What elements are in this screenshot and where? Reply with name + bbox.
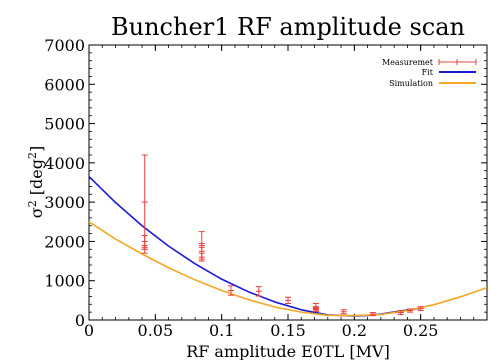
y-tick-label: 5000: [44, 115, 85, 134]
y-tick-labels: 0 1000 2000 3000 4000 5000 6000 7000: [44, 36, 85, 330]
x-tick-labels: 0 0.05 0.1 0.15 0.2 0.25: [84, 321, 439, 340]
measurement-point: [312, 307, 319, 312]
measurement-point: [397, 310, 404, 315]
y-axis-label-close: ]: [27, 146, 46, 152]
y-tick-label: 6000: [44, 75, 85, 94]
y-tick-label: 7000: [44, 36, 85, 55]
measurement-point: [407, 308, 414, 313]
x-tick-label: 0.1: [209, 321, 234, 340]
series-line-fit: [88, 176, 421, 317]
measurement-point: [417, 306, 424, 312]
y-axis-label-base: σ: [27, 207, 46, 218]
measurement-point: [369, 312, 376, 317]
y-axis-label-unit: [deg: [27, 159, 46, 200]
x-tick-label: 0.05: [138, 321, 174, 340]
axis-ticks: [88, 44, 487, 321]
legend: Measuremet Fit Simulation: [382, 58, 477, 88]
legend-label-fit: Fit: [422, 68, 434, 77]
measurement-point: [285, 296, 291, 304]
legend-label-measurement: Measuremet: [382, 58, 434, 67]
x-tick-label: 0.15: [270, 321, 306, 340]
y-axis-label-sup: 2: [26, 200, 39, 207]
y-tick-label: 4000: [44, 154, 85, 173]
measurement-point: [340, 309, 347, 315]
x-tick-label: 0.2: [342, 321, 367, 340]
measurement-point: [141, 244, 148, 254]
y-axis-label-unit-sup: 2: [26, 152, 39, 159]
series-lines: [88, 176, 488, 317]
legend-marker-measurement: [438, 59, 477, 65]
measurement-errorbars: [141, 154, 424, 317]
x-tick-label: 0: [84, 321, 94, 340]
y-tick-label: 2000: [44, 232, 85, 251]
chart-title: Buncher1 RF amplitude scan: [111, 13, 465, 41]
y-tick-label: 1000: [44, 272, 85, 291]
legend-label-simulation: Simulation: [389, 79, 433, 88]
y-tick-label: 3000: [44, 193, 85, 212]
measurement-point: [198, 252, 205, 262]
measurement-point: [198, 242, 205, 252]
x-axis-label: RF amplitude E0TL [MV]: [186, 342, 390, 360]
y-axis-label: σ2 [deg2]: [26, 146, 47, 218]
x-tick-label: 0.25: [403, 321, 439, 340]
y-tick-label: 0: [75, 311, 85, 330]
measurement-point: [255, 286, 262, 297]
measurement-point: [227, 285, 234, 296]
